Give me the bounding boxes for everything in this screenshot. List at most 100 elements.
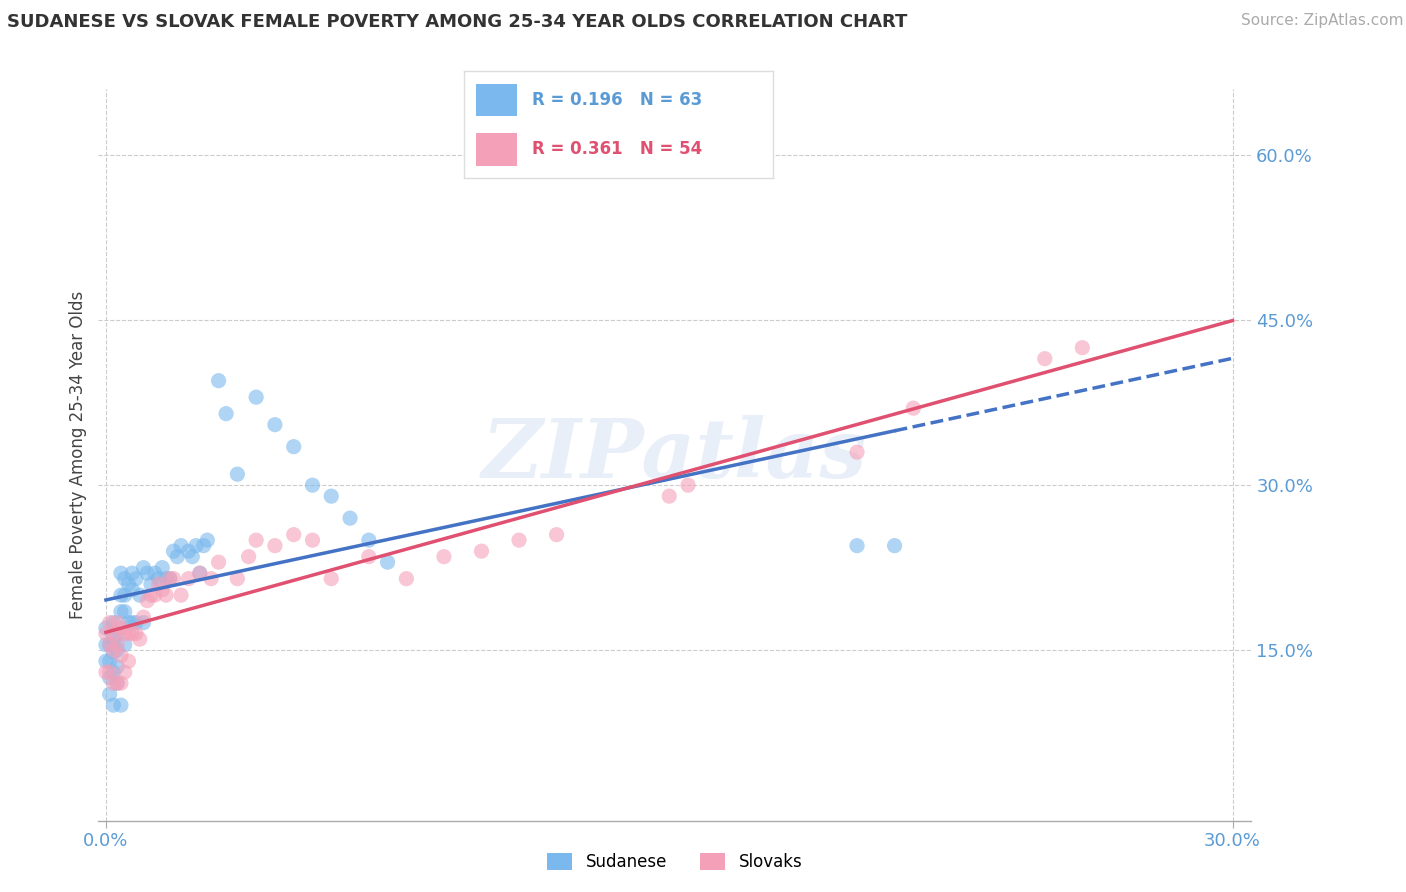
Point [283, 527, 305, 541]
Point [105, 676, 128, 690]
Point [98, 615, 121, 630]
Point [132, 610, 155, 624]
Point [245, 533, 267, 548]
Point [128, 588, 150, 602]
Point [193, 539, 215, 553]
Point [395, 572, 418, 586]
Point [125, 572, 148, 586]
Point [226, 572, 249, 586]
Point [128, 632, 150, 647]
Point [301, 478, 323, 492]
Point [110, 588, 132, 602]
Point [195, 533, 218, 548]
Point [188, 566, 211, 581]
Point [357, 549, 380, 564]
Point [103, 676, 125, 690]
Point [98, 665, 121, 680]
Legend: Sudanese, Slovaks: Sudanese, Slovaks [541, 847, 808, 878]
Point [94, 654, 117, 668]
Point [162, 544, 184, 558]
Point [226, 467, 249, 482]
Point [377, 555, 399, 569]
Point [1033, 351, 1056, 366]
Point [159, 572, 181, 586]
Point [114, 572, 136, 586]
Point [94, 665, 117, 680]
Point [110, 605, 132, 619]
Bar [477, 84, 516, 116]
Point [339, 511, 361, 525]
Point [139, 588, 162, 602]
Y-axis label: Female Poverty Among 25-34 Year Olds: Female Poverty Among 25-34 Year Olds [69, 291, 87, 619]
Point [264, 539, 287, 553]
Point [546, 527, 568, 541]
Point [110, 566, 132, 581]
Point [105, 676, 128, 690]
Point [143, 566, 166, 581]
Point [110, 648, 132, 663]
Point [114, 665, 136, 680]
Point [150, 560, 173, 574]
Point [301, 533, 323, 548]
Point [155, 572, 177, 586]
Point [94, 638, 117, 652]
Point [150, 582, 173, 597]
Text: SUDANESE VS SLOVAK FEMALE POVERTY AMONG 25-34 YEAR OLDS CORRELATION CHART: SUDANESE VS SLOVAK FEMALE POVERTY AMONG … [7, 13, 907, 31]
Point [132, 615, 155, 630]
Point [114, 626, 136, 640]
Point [98, 638, 121, 652]
Point [207, 555, 229, 569]
Point [98, 671, 121, 685]
Point [283, 440, 305, 454]
Point [238, 549, 260, 564]
Point [207, 374, 229, 388]
Point [114, 588, 136, 602]
Point [177, 544, 200, 558]
Point [883, 539, 905, 553]
Point [470, 544, 492, 558]
Point [155, 588, 177, 602]
Point [110, 676, 132, 690]
Point [184, 539, 207, 553]
Point [139, 577, 162, 591]
Point [508, 533, 530, 548]
Bar [477, 134, 516, 166]
Point [264, 417, 287, 432]
Point [121, 626, 143, 640]
Point [215, 407, 238, 421]
Point [98, 654, 121, 668]
Point [166, 549, 188, 564]
Point [110, 698, 132, 713]
Point [121, 566, 143, 581]
Point [177, 572, 200, 586]
Point [136, 593, 159, 607]
Point [148, 572, 170, 586]
Point [658, 489, 681, 503]
Text: ZIPatlas: ZIPatlas [482, 415, 868, 495]
Point [121, 582, 143, 597]
Point [143, 588, 166, 602]
Point [98, 687, 121, 701]
Point [103, 643, 125, 657]
Point [903, 401, 925, 416]
Text: R = 0.361   N = 54: R = 0.361 N = 54 [531, 141, 702, 159]
Point [98, 638, 121, 652]
Point [200, 572, 222, 586]
Point [117, 654, 139, 668]
Point [94, 621, 117, 635]
Point [117, 577, 139, 591]
Point [125, 626, 148, 640]
Point [321, 572, 343, 586]
Point [433, 549, 456, 564]
Point [103, 665, 125, 680]
Point [148, 577, 170, 591]
Point [170, 588, 193, 602]
Text: Source: ZipAtlas.com: Source: ZipAtlas.com [1240, 13, 1403, 29]
Point [103, 626, 125, 640]
Point [94, 626, 117, 640]
Point [846, 445, 869, 459]
Point [103, 615, 125, 630]
Point [132, 560, 155, 574]
Point [103, 698, 125, 713]
Text: R = 0.196   N = 63: R = 0.196 N = 63 [531, 91, 702, 109]
